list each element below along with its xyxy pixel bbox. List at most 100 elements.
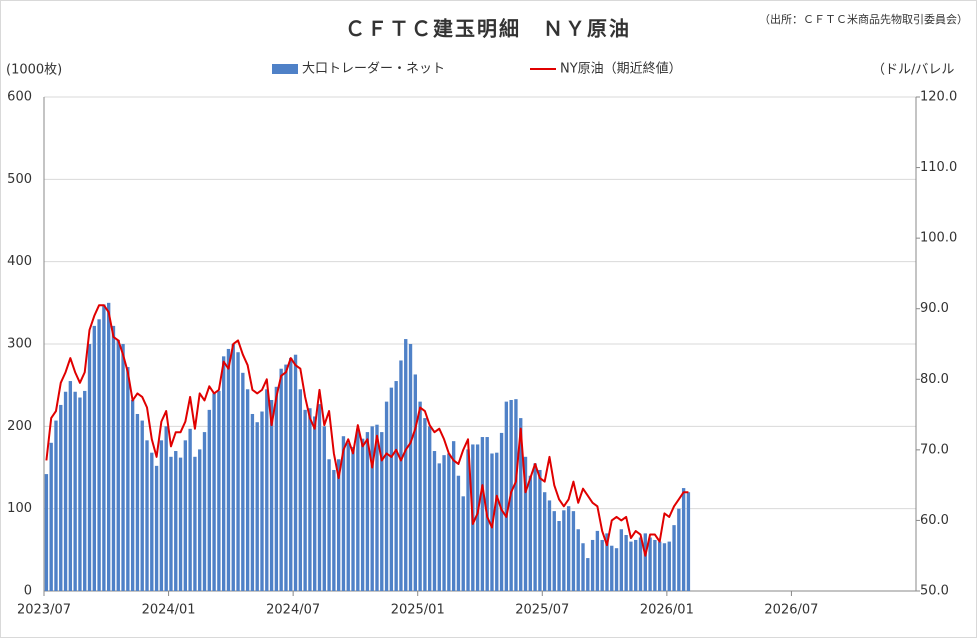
bar [231, 344, 235, 591]
y2-tick-label: 120.0 [920, 90, 957, 105]
bar [207, 409, 211, 591]
y2-tick-label: 60.0 [920, 513, 949, 528]
bar [499, 432, 504, 591]
bar [590, 539, 595, 591]
bar [78, 397, 82, 591]
y-tick-label: 500 [7, 172, 32, 187]
bar [360, 438, 365, 591]
y-tick-label: 600 [7, 90, 32, 105]
bar [681, 488, 686, 591]
bar [212, 393, 216, 591]
y2-axis-label: （ドル/バレル [872, 63, 954, 78]
bar [284, 364, 288, 591]
bar [514, 399, 518, 591]
bar [269, 399, 274, 591]
x-tick-label: 2023/07 [17, 603, 71, 618]
y2-tick-label: 80.0 [920, 372, 949, 387]
bar [250, 413, 255, 591]
bar [428, 426, 432, 591]
bar [255, 422, 259, 591]
bar [317, 404, 322, 591]
x-tick-label: 2024/07 [266, 603, 320, 618]
bar [83, 390, 87, 591]
bar [183, 440, 188, 591]
y2-tick-label: 90.0 [920, 301, 949, 316]
bar [442, 455, 446, 591]
bar [475, 444, 480, 591]
bar [293, 354, 298, 591]
bar [63, 391, 68, 591]
bar [389, 387, 394, 591]
bar [437, 463, 441, 591]
bar [221, 356, 226, 591]
bar [624, 535, 628, 591]
bar [543, 492, 547, 591]
bar [538, 469, 542, 591]
bar [557, 521, 561, 591]
bar [308, 408, 312, 591]
bar [130, 399, 135, 591]
bar [102, 304, 106, 591]
bar [533, 463, 537, 591]
bar [672, 525, 676, 591]
bar [605, 533, 609, 591]
bar [193, 456, 197, 591]
y-tick-label: 0 [24, 584, 32, 599]
bar [456, 475, 461, 591]
bar [198, 449, 202, 591]
bar [562, 510, 566, 591]
bar [188, 428, 192, 591]
bar [336, 459, 341, 591]
bar [461, 496, 465, 591]
x-tick-label: 2026/07 [764, 603, 818, 618]
bar [217, 390, 221, 591]
bar [341, 436, 346, 591]
x-tick-label: 2025/07 [515, 603, 569, 618]
bar [54, 420, 58, 591]
x-tick-label: 2026/01 [640, 603, 694, 618]
bar [164, 426, 168, 591]
bar [413, 374, 417, 591]
bar [107, 302, 111, 591]
bar [279, 368, 283, 591]
bar [92, 325, 96, 591]
line [45, 304, 689, 557]
y-tick-label: 400 [7, 254, 32, 269]
bar [380, 432, 384, 591]
bar [303, 409, 307, 591]
y-tick-label: 100 [7, 501, 32, 516]
bar [159, 440, 164, 591]
bar [44, 474, 49, 591]
bar [657, 541, 662, 591]
y2-tick-label: 50.0 [920, 584, 949, 599]
bar [145, 440, 149, 591]
bar [519, 418, 523, 591]
legend-label: NY原油（期近終値） [560, 61, 682, 77]
bar [495, 452, 499, 591]
bar [289, 357, 293, 591]
bar [394, 381, 398, 591]
bar [274, 386, 279, 591]
y-axis-label: (1000枚) [6, 63, 62, 78]
bar [629, 541, 633, 591]
source-note: （出所：ＣＦＴＣ米商品先物取引委員会） [759, 12, 968, 26]
bar [404, 339, 408, 591]
bar [547, 500, 552, 591]
bar [634, 539, 638, 591]
bar [169, 456, 173, 591]
bar [418, 401, 422, 591]
y2-tick-label: 70.0 [920, 442, 949, 457]
bar [667, 541, 671, 591]
bar [327, 459, 331, 591]
bar [97, 319, 101, 591]
bar [154, 465, 159, 591]
bar [241, 372, 245, 591]
legend-label: 大口トレーダー・ネット [302, 62, 445, 77]
bar [332, 469, 336, 591]
bar [351, 446, 355, 591]
bar [600, 539, 604, 591]
bar [116, 339, 120, 591]
bar [140, 420, 144, 591]
bar [150, 452, 154, 591]
